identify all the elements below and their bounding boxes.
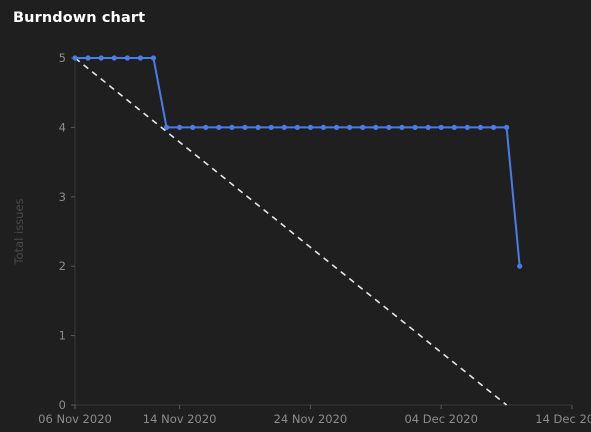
chart-title: Burndown chart [13, 10, 146, 26]
actual-data-point [464, 124, 470, 130]
actual-burndown-line [75, 57, 521, 267]
actual-data-point [150, 55, 157, 61]
y-tick-label: 5 [59, 51, 66, 65]
actual-data-point [216, 124, 222, 130]
actual-data-point [307, 124, 314, 130]
y-tick-label: 3 [59, 190, 66, 204]
actual-data-point [203, 124, 209, 130]
actual-data-point [268, 124, 274, 130]
actual-data-point [386, 124, 392, 130]
x-tick-label: 24 Nov 2020 [274, 412, 348, 426]
actual-data-point [425, 124, 431, 130]
y-tick-label: 2 [59, 259, 66, 273]
actual-data-point [229, 124, 235, 130]
y-tick-label: 0 [59, 398, 66, 412]
y-tick-label: 1 [59, 329, 66, 343]
actual-data-point [451, 124, 457, 130]
actual-data-point [255, 124, 261, 130]
y-tick-label: 4 [59, 120, 66, 134]
actual-data-point [137, 55, 143, 61]
actual-data-point [111, 55, 117, 61]
actual-data-point [72, 55, 78, 61]
actual-data-point [177, 124, 183, 130]
y-axis-title: Total issues [12, 198, 26, 265]
actual-data-point [490, 124, 497, 130]
x-tick-label: 06 Nov 2020 [38, 412, 112, 426]
actual-data-point [98, 55, 104, 61]
actual-data-point [438, 124, 444, 130]
actual-data-point [163, 124, 170, 130]
x-tick-label: 14 Nov 2020 [143, 412, 217, 426]
x-tick-label: 04 Dec 2020 [404, 412, 477, 426]
actual-data-point [294, 124, 300, 130]
actual-data-point [373, 124, 379, 130]
actual-data-point [333, 124, 340, 130]
actual-data-point [320, 124, 327, 130]
actual-data-point [281, 124, 287, 130]
actual-data-point [504, 124, 510, 130]
actual-data-point [190, 124, 196, 130]
actual-data-point [477, 124, 484, 130]
actual-data-point [517, 263, 523, 269]
actual-data-point [347, 124, 353, 130]
actual-data-point [124, 55, 130, 61]
x-tick-label: 14 Dec 2020 [535, 412, 591, 426]
actual-data-point [242, 124, 248, 130]
actual-data-point [360, 124, 366, 130]
actual-data-point [399, 124, 405, 130]
actual-data-point [85, 55, 91, 61]
ideal-burndown-line [74, 57, 508, 406]
actual-data-point [412, 124, 418, 130]
